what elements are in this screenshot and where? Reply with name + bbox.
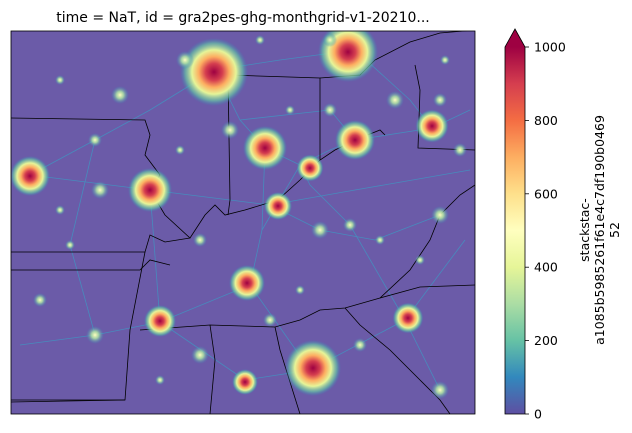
- colorbar-tick-label: 0: [534, 407, 542, 422]
- map-plot-area: [11, 31, 475, 414]
- town-glow: [55, 75, 65, 85]
- town-glow: [440, 55, 450, 65]
- colorbar-gradient: [505, 47, 525, 414]
- town-glow: [323, 33, 337, 47]
- hotspot-chicago: [180, 38, 248, 106]
- map-frame: [10, 30, 476, 415]
- town-glow: [343, 218, 357, 232]
- town-glow: [386, 91, 404, 109]
- colorbar: 0 200 400 600 800 1000 stackstac- a1085b59852…: [504, 28, 622, 422]
- town-glow: [431, 381, 449, 399]
- colorbar-label-line-3: 52: [607, 222, 622, 238]
- colorbar-outline: [504, 28, 526, 415]
- hotspot-birmingham: [232, 369, 258, 395]
- town-glow: [323, 103, 337, 117]
- emission-hotspots: [11, 31, 467, 399]
- town-glow: [263, 313, 277, 327]
- town-glow: [55, 205, 65, 215]
- hotspot-kansas-city: [11, 156, 50, 196]
- town-glow: [155, 375, 165, 385]
- colorbar-label-line-2: a1085b5985261f61e4c7df190b0469: [592, 115, 607, 345]
- town-glow: [431, 206, 449, 224]
- colorbar-tick-label: 400: [534, 260, 558, 275]
- hotspot-st-louis: [128, 168, 172, 212]
- hotspot-charlotte: [392, 302, 424, 334]
- town-glow: [175, 145, 185, 155]
- town-glow: [311, 221, 329, 239]
- town-glow: [295, 285, 305, 295]
- town-glow: [191, 346, 209, 364]
- colorbar-ticks: 0 200 400 600 800 1000: [525, 40, 566, 422]
- hotspot-atlanta: [285, 340, 341, 396]
- colorbar-tick-label: 200: [534, 333, 558, 348]
- hotspot-cincinnati: [296, 154, 324, 182]
- town-glow: [86, 326, 104, 344]
- town-glow: [453, 143, 467, 157]
- town-glow: [193, 233, 207, 247]
- hotspot-indianapolis: [243, 126, 287, 170]
- town-glow: [255, 35, 265, 45]
- colorbar-extend-max: [505, 29, 525, 47]
- town-glow: [65, 240, 75, 250]
- colorbar-tick-label: 600: [534, 186, 558, 201]
- hotspot-nashville: [229, 265, 265, 301]
- hotspot-pittsburgh: [415, 109, 449, 143]
- town-glow: [415, 255, 425, 265]
- town-glow: [176, 51, 194, 69]
- town-glow: [91, 181, 109, 199]
- town-glow: [221, 121, 239, 139]
- town-glow: [111, 86, 129, 104]
- town-glow: [353, 338, 367, 352]
- town-glow: [375, 235, 385, 245]
- hotspot-memphis: [144, 305, 176, 337]
- town-glow: [433, 93, 447, 107]
- hotspot-louisville: [264, 192, 292, 220]
- town-glow: [285, 105, 295, 115]
- colorbar-label-line-1: stackstac-: [577, 198, 592, 262]
- colorbar-tick-label: 1000: [534, 40, 566, 55]
- hotspot-columbus: [335, 120, 375, 160]
- town-glow: [88, 133, 102, 147]
- town-glow: [33, 293, 47, 307]
- chart-title: time = NaT, id = gra2pes-ghg-monthgrid-v…: [56, 10, 430, 26]
- colorbar-tick-label: 800: [534, 113, 558, 128]
- state-borders: [11, 31, 475, 414]
